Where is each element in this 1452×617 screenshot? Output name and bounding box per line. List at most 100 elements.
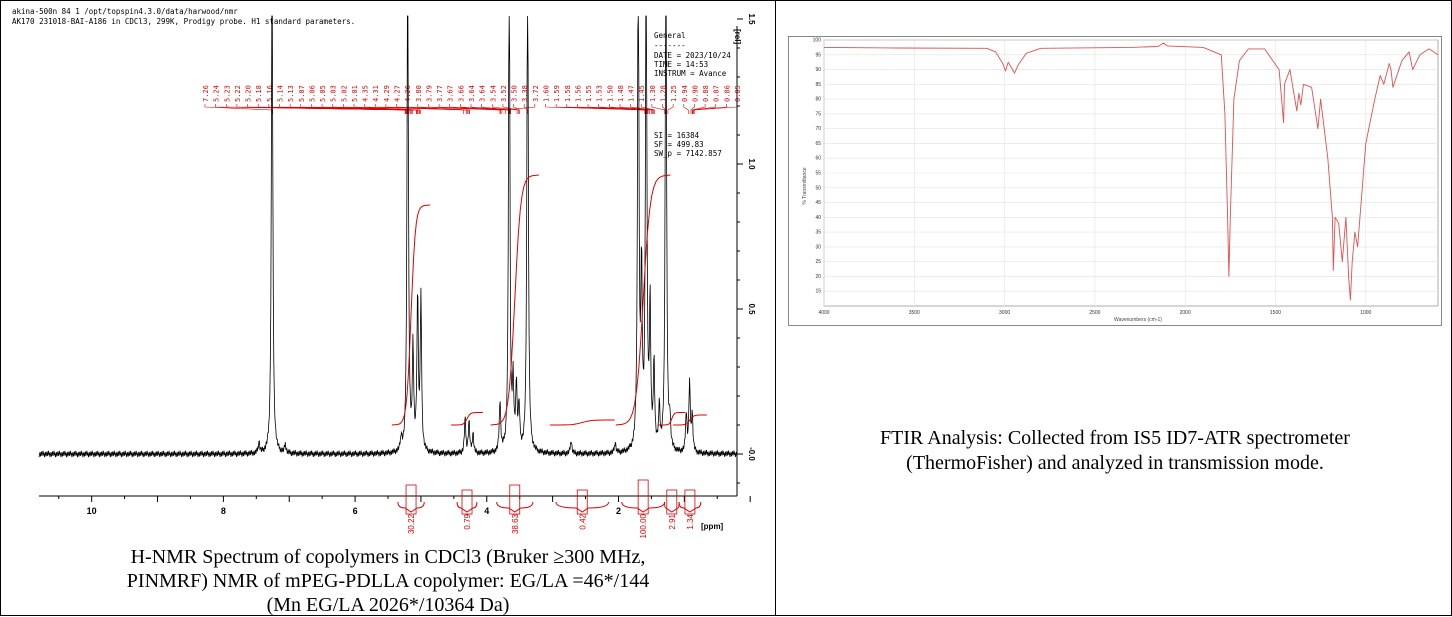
- nmr-peak-label: 3.79: [425, 85, 433, 102]
- nmr-integral-curve: [615, 174, 671, 426]
- nmr-peak-label: 3.52: [500, 85, 508, 102]
- nmr-peak-label: 5.05: [319, 85, 327, 102]
- nmr-peak-label: 5.03: [330, 85, 338, 102]
- nmr-x-tick-label: 2: [616, 506, 621, 516]
- ftir-y-tick-label: 90: [815, 67, 821, 73]
- nmr-peak-leader: [502, 104, 519, 114]
- nmr-peak-label: 5.02: [340, 85, 348, 102]
- nmr-integral-value: 30.22: [407, 513, 416, 534]
- nmr-peak-label: 4.31: [372, 85, 380, 102]
- ftir-y-tick-label: 50: [815, 185, 821, 191]
- ftir-x-tick-label: 2000: [1180, 310, 1191, 316]
- nmr-integral-bracket: [555, 501, 610, 513]
- params-sf: SF = 499.83: [654, 140, 704, 149]
- nmr-axes: 10 8 6 4 2 -0.0 0.5 1.0 1.5: [39, 13, 756, 516]
- nmr-peak-label: 3.50: [511, 85, 519, 102]
- nmr-peak-label: 5.22: [234, 85, 242, 102]
- nmr-peak-label: 3.64: [479, 85, 487, 102]
- ftir-x-tick-label: 3000: [999, 310, 1010, 316]
- nmr-integral-value: 100.00: [639, 513, 648, 538]
- nmr-integral-curve: [451, 412, 483, 426]
- nmr-spectrum-chart: akina-500n 84 1 /opt/topspin4.3.0/data/h…: [12, 7, 756, 538]
- nmr-peak-label: 1.60: [542, 85, 550, 102]
- nmr-peak-label: 1.47: [628, 85, 636, 102]
- nmr-x-tick-label: 8: [221, 506, 226, 516]
- nmr-integral-box: [637, 479, 649, 515]
- params-si: SI = 16384: [654, 131, 700, 140]
- nmr-peak-label: 0.88: [702, 85, 710, 102]
- nmr-integral-value: 38.63: [511, 513, 520, 534]
- nmr-peak-leader: [667, 104, 674, 114]
- nmr-peak-label: 5.14: [276, 85, 284, 102]
- ftir-panel: 15 20 25 30 35 40 45 50 55 60 65 70 75 80 85 90 95 100 400…: [788, 36, 1442, 326]
- nmr-peak-label: 1.50: [606, 85, 614, 102]
- nmr-peak-label: 5.18: [255, 85, 263, 102]
- ftir-x-tick-label: 4000: [818, 310, 829, 316]
- ftir-y-tick-label: 15: [815, 289, 821, 295]
- nmr-peak-label: 3.80: [415, 85, 423, 102]
- nmr-peak-label: 4.29: [383, 85, 391, 102]
- nmr-peak-leader: [438, 104, 503, 114]
- nmr-peak-label: 1.45: [638, 85, 646, 102]
- nmr-caption: H-NMR Spectrum of copolymers in CDCl3 (B…: [14, 545, 762, 617]
- ftir-y-tick-label: 75: [815, 111, 821, 117]
- nmr-peak-label: 7.26: [202, 85, 210, 102]
- nmr-peak-leader: [460, 104, 510, 114]
- params-date: DATE = 2023/10/24: [654, 51, 731, 60]
- nmr-x-tick-label: 6: [353, 506, 358, 516]
- nmr-peak-label: 5.16: [266, 85, 274, 102]
- params-swp: SW_p = 7142.857: [654, 149, 722, 158]
- ftir-x-tick-label: 1000: [1360, 310, 1371, 316]
- nmr-peak-leader: [691, 104, 706, 114]
- nmr-header-line2: AK170 231018-BAI-A186 in CDCl3, 299K, Pr…: [12, 17, 355, 26]
- nmr-integral-curve: [658, 412, 686, 426]
- nmr-peak-leader: [587, 104, 649, 114]
- nmr-integral-box: [684, 489, 696, 515]
- nmr-peak-label: 0.90: [691, 85, 699, 102]
- nmr-peak-label: 1.28: [660, 85, 668, 102]
- nmr-integral-curves: 30.22 0.79 38.63 0.42 100.00 2.91 1.34: [391, 174, 707, 538]
- nmr-integral-value: 2.91: [668, 513, 677, 529]
- nmr-params-box: General ------- DATE = 2023/10/24 TIME =…: [654, 31, 731, 158]
- nmr-peak-leader: [513, 104, 520, 114]
- ftir-y-tick-label: 80: [815, 97, 821, 103]
- ftir-x-label: Wavenumbers (cm-1): [1114, 317, 1162, 323]
- ftir-caption-line2: (ThermoFisher) and analyzed in transmiss…: [906, 452, 1324, 474]
- nmr-peak-label: 0.86: [723, 85, 731, 102]
- nmr-integral-curve: [490, 174, 539, 426]
- ftir-y-label: % Transmittance: [802, 167, 808, 204]
- nmr-caption-line1: H-NMR Spectrum of copolymers in CDCl3 (B…: [130, 546, 646, 568]
- nmr-integral-box: [509, 484, 521, 515]
- nmr-peak-leader: [630, 104, 654, 114]
- ftir-spectrum-chart: 15 20 25 30 35 40 45 50 55 60 65 70 75 80 85 90 95 100 400…: [788, 36, 1442, 326]
- nmr-peak-label: 3.72: [532, 85, 540, 102]
- nmr-peak-leader: [598, 104, 650, 114]
- nmr-peak-leader: [693, 104, 727, 114]
- nmr-peak-leader: [204, 104, 273, 114]
- nmr-peak-label: 1.48: [617, 85, 625, 102]
- ftir-frame: [788, 36, 1442, 326]
- nmr-peak-leader: [692, 104, 717, 114]
- nmr-integral-bracket: [496, 501, 534, 513]
- ftir-y-tick-label: 25: [815, 259, 821, 265]
- ftir-trace: [823, 42, 1439, 301]
- nmr-integral-box: [405, 484, 417, 515]
- nmr-integral-value: 0.42: [578, 513, 587, 529]
- params-instrum: INSTRUM = Avance: [654, 69, 727, 78]
- nmr-y-tick-label: 1.0: [747, 158, 756, 170]
- nmr-integral-bracket: [621, 501, 666, 513]
- nmr-peak-label: 5.06: [308, 85, 316, 102]
- nmr-panel: akina-500n 84 1 /opt/topspin4.3.0/data/h…: [9, 6, 764, 542]
- nmr-peak-label: 3.64: [468, 85, 476, 102]
- nmr-peak-leader: [481, 104, 511, 114]
- nmr-peak-label: 5.07: [298, 85, 306, 102]
- nmr-x-tick-label: 4: [484, 506, 489, 516]
- ftir-y-tick-label: 100: [813, 38, 822, 44]
- ftir-y-tick-label: 65: [815, 141, 821, 147]
- nmr-peak-label: 1.30: [649, 85, 657, 102]
- ftir-y-tick-label: 40: [815, 215, 821, 221]
- nmr-peak-label: 1.55: [585, 85, 593, 102]
- nmr-integral-box: [576, 489, 588, 515]
- nmr-peak-leader: [609, 104, 652, 114]
- ftir-y-tick-label: 20: [815, 274, 821, 280]
